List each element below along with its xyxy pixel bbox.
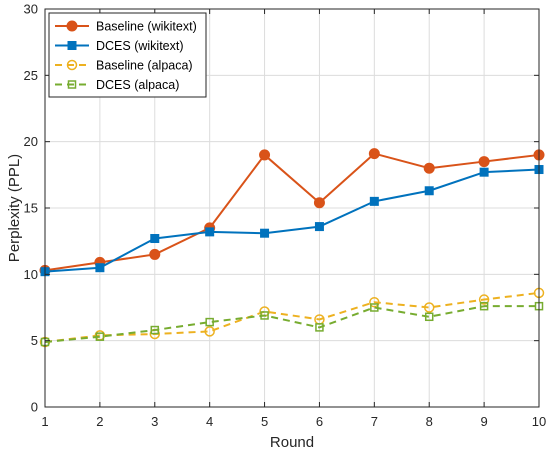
data-point [205,317,214,327]
data-point [150,234,160,244]
legend-marker [67,41,77,50]
legend-item: DCES (wikitext) [55,39,184,53]
legend-item: Baseline (wikitext) [55,20,197,34]
x-tick-label: 9 [480,414,487,429]
x-tick-label: 5 [261,414,268,429]
y-tick-label: 25 [24,68,38,83]
y-tick-label: 30 [24,2,38,17]
data-point [423,302,435,313]
data-point [313,197,325,209]
x-tick-label: 7 [371,414,378,429]
legend-marker [66,20,78,32]
data-point [369,296,380,308]
series-line [44,152,540,272]
y-tick-label: 20 [24,134,38,149]
data-point [315,323,324,332]
legend-marker [67,80,77,89]
legend-label: Baseline (wikitext) [96,20,197,34]
series-layer [39,148,545,348]
data-point [150,325,160,335]
data-point [368,148,380,160]
data-point [314,222,324,232]
data-point [314,314,325,325]
legend-item: DCES (alpaca) [55,78,179,92]
x-tick-label: 8 [426,414,433,429]
y-tick-label: 10 [24,267,38,282]
legend-label: DCES (alpaca) [96,78,179,92]
x-tick-label: 6 [316,414,323,429]
legend: Baseline (wikitext) DCES (wikitext) Baseli… [48,12,207,98]
data-point [479,167,489,177]
data-point [369,196,379,206]
data-point [478,156,490,168]
data-point [424,186,434,196]
y-axis-label: Perplexity (PPL) [6,154,23,262]
data-point [204,326,215,337]
data-point [478,294,490,305]
legend-marker [66,59,78,71]
x-tick-label: 10 [532,414,546,429]
x-tick-label: 4 [206,414,213,429]
data-point [370,303,379,312]
data-point [149,248,161,260]
y-tick-label: 15 [24,201,38,216]
data-point [423,162,435,174]
legend-label: Baseline (alpaca) [96,59,193,73]
data-point [205,227,215,237]
data-point [260,311,269,320]
data-point [259,149,271,161]
legend-item: Baseline (alpaca) [55,59,193,73]
data-point [95,263,105,273]
x-tick-label: 3 [151,414,158,429]
data-point [260,228,270,238]
legend-label: DCES (wikitext) [96,39,184,53]
series-line [44,168,540,273]
x-tick-label: 2 [96,414,103,429]
y-tick-label: 0 [31,400,38,415]
x-axis-label: Round [270,434,314,451]
data-point [479,301,489,311]
data-point [424,312,434,322]
data-point [95,332,105,341]
x-tick-label: 1 [41,414,48,429]
y-tick-label: 5 [31,333,38,348]
